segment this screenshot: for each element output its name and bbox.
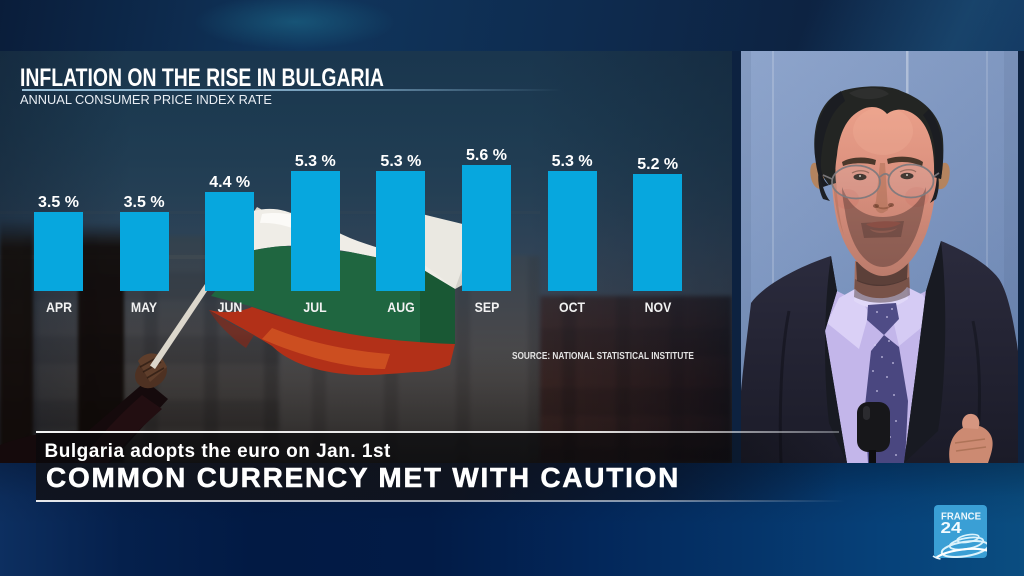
svg-text:24: 24 — [941, 520, 962, 537]
svg-text:FRANCE: FRANCE — [941, 511, 981, 523]
